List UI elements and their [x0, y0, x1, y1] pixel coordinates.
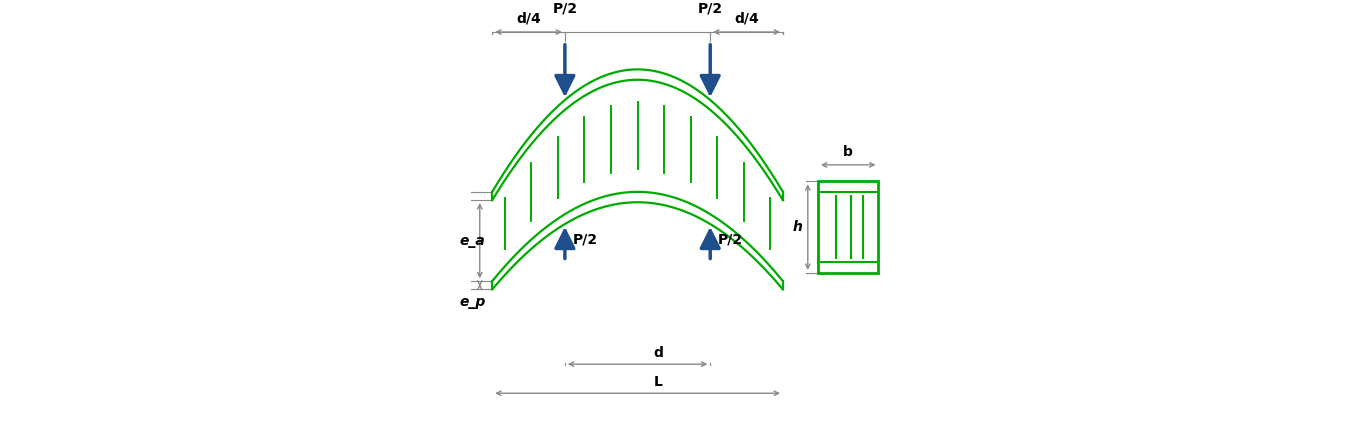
Text: b: b — [844, 145, 853, 159]
Text: e_p: e_p — [459, 295, 486, 309]
Text: P/2: P/2 — [697, 1, 723, 16]
Text: d: d — [654, 346, 663, 360]
Text: d/4: d/4 — [734, 12, 760, 26]
Text: h: h — [793, 220, 803, 234]
Text: d/4: d/4 — [516, 12, 542, 26]
Text: e_a: e_a — [459, 234, 485, 248]
Text: L: L — [654, 375, 662, 389]
Text: P/2: P/2 — [552, 1, 577, 16]
Text: P/2: P/2 — [718, 232, 743, 246]
Text: P/2: P/2 — [573, 232, 597, 246]
Bar — [818, 181, 879, 273]
